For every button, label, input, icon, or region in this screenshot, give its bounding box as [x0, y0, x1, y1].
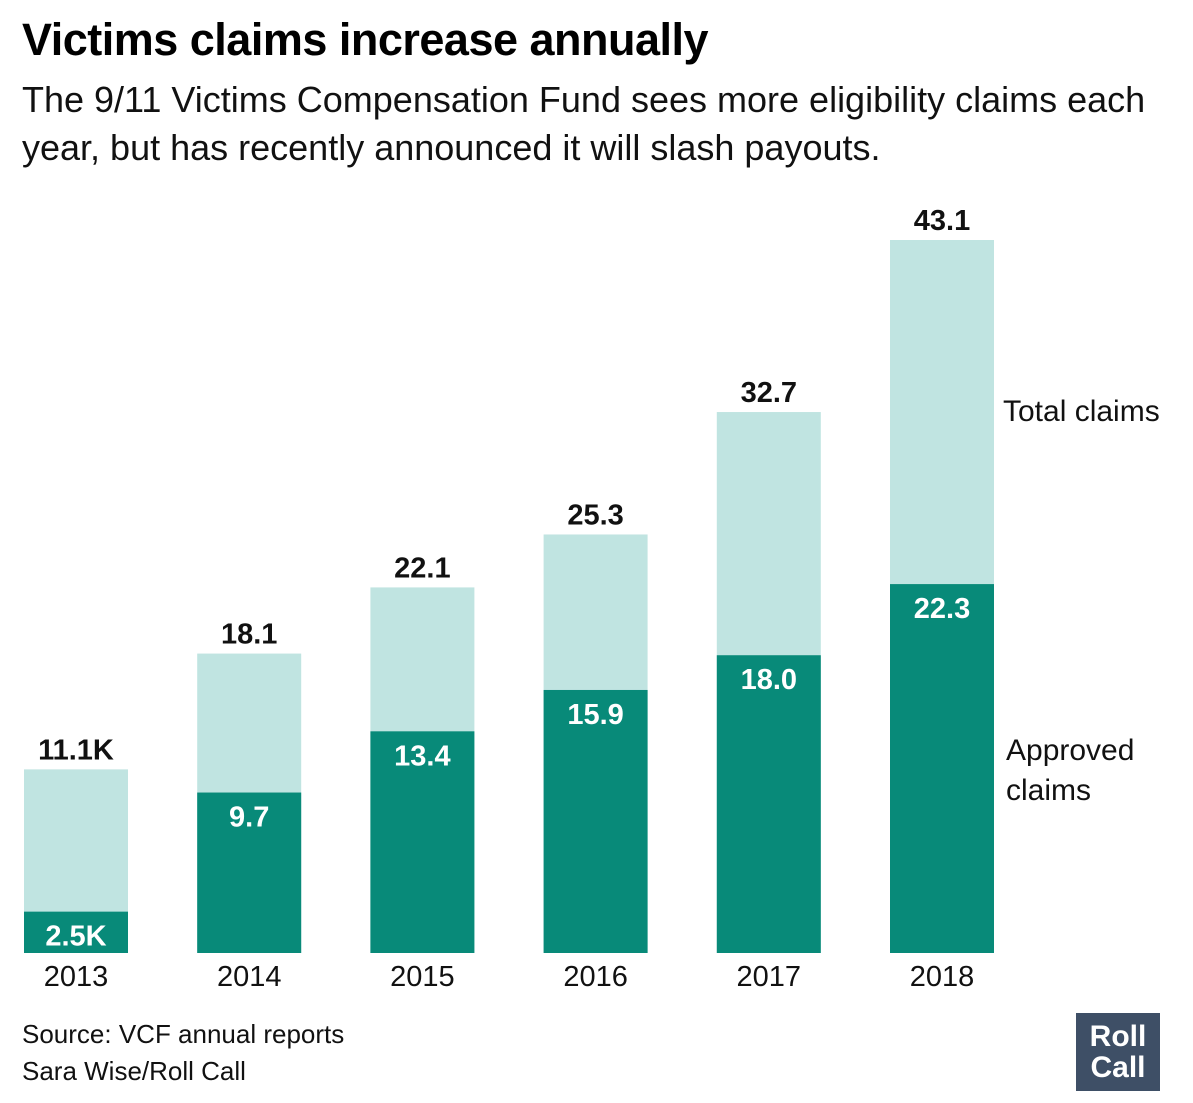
roll-call-logo: Roll Call	[1076, 1013, 1160, 1091]
approved-claims-label-2014: 9.7	[229, 802, 269, 834]
approved-claims-bar-2015	[370, 731, 475, 953]
x-tick-label-2018: 2018	[910, 961, 975, 993]
chart-subtitle: The 9/11 Victims Compensation Fund sees …	[22, 79, 1146, 168]
approved-claims-label-2016: 15.9	[567, 699, 623, 731]
approved-claims-bar-2017	[716, 655, 821, 953]
total-claims-label-2013: 11.1K	[38, 734, 114, 766]
legend-approved-claims-line2: claims	[1006, 774, 1091, 807]
approved-claims-bar-2014	[197, 792, 302, 953]
legend-approved-claims-line1: Approved	[1006, 734, 1134, 767]
x-tick-label-2013: 2013	[44, 961, 109, 993]
chart-bars: 11.1K 2.5K 2013 18.1 9.7 2014 22.1 13.4 2015 25.3…	[24, 205, 994, 993]
logo-line-1: Roll	[1089, 1020, 1147, 1053]
approved-claims-label-2018: 22.3	[914, 593, 970, 625]
x-tick-label-2017: 2017	[737, 961, 802, 993]
approved-claims-bar-2018	[890, 584, 994, 953]
approved-claims-bar-2016	[543, 689, 648, 953]
x-tick-label-2014: 2014	[217, 961, 282, 993]
approved-claims-label-2015: 13.4	[394, 740, 450, 772]
logo-line-2: Call	[1090, 1051, 1146, 1084]
x-tick-label-2016: 2016	[563, 961, 628, 993]
approved-claims-bar-2013	[24, 911, 128, 953]
total-claims-label-2018: 43.1	[914, 205, 970, 237]
source-note: Source: VCF annual reports Sara Wise/Rol…	[22, 1016, 344, 1090]
approved-claims-label-2017: 18.0	[741, 664, 797, 696]
total-claims-label-2014: 18.1	[221, 619, 277, 651]
total-claims-label-2015: 22.1	[394, 552, 450, 584]
chart-title: Victims claims increase annually	[22, 14, 709, 65]
total-claims-label-2017: 32.7	[741, 377, 797, 409]
approved-claims-label-2013: 2.5K	[45, 921, 106, 953]
source-line: Source: VCF annual reports	[22, 1019, 345, 1049]
legend-total-claims: Total claims	[1003, 395, 1160, 428]
chart-legend: Total claims Approved claims	[1003, 395, 1160, 807]
credit-line: Sara Wise/Roll Call	[22, 1056, 246, 1086]
total-claims-label-2016: 25.3	[567, 499, 623, 531]
x-tick-label-2015: 2015	[390, 961, 455, 993]
